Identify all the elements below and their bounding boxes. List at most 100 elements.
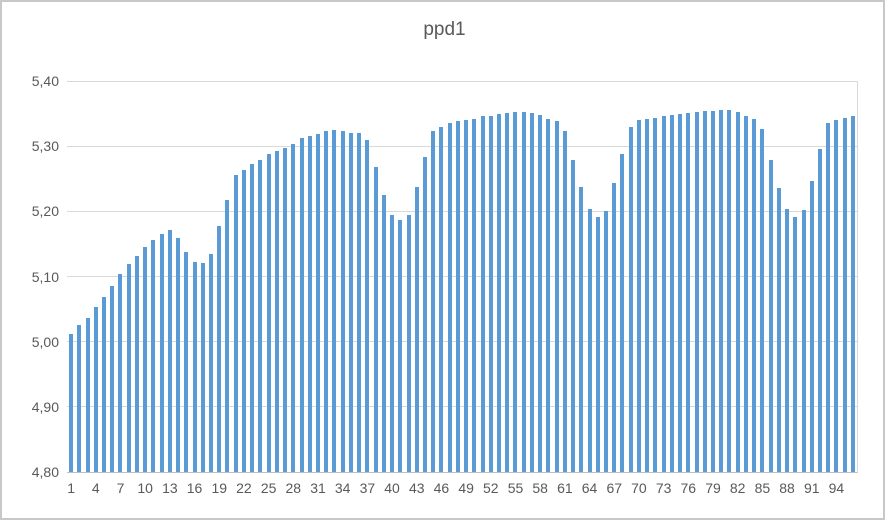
bar [686,112,691,472]
y-axis-label: 5,20 [31,203,59,220]
bar [850,116,855,472]
bar [743,116,748,472]
bar [760,128,765,472]
bar [538,114,543,472]
x-axis-label: 31 [310,480,326,496]
bar [834,120,839,472]
bar [464,120,469,472]
x-axis-label: 52 [483,480,499,496]
bar [390,214,395,472]
bar [620,154,625,472]
x-axis-label: 49 [458,480,474,496]
bar [604,210,608,472]
bar [439,126,444,472]
bar [628,126,633,472]
bar [776,187,781,472]
bar [710,110,715,472]
bar [217,226,222,472]
y-axis-label: 5,10 [31,268,59,285]
bar [102,296,107,472]
x-axis-label: 85 [754,480,771,496]
bar [110,285,115,472]
bar [826,123,831,472]
bar [505,112,510,472]
x-axis-label: 19 [211,480,228,496]
bar [176,238,181,472]
x-axis-label: 1 [67,480,75,496]
bar [447,123,452,472]
bar [817,148,822,472]
x-axis-label: 40 [384,480,400,496]
bar [562,130,567,472]
x-axis-label: 70 [631,480,647,496]
x-axis-label: 28 [285,480,302,496]
bar [661,116,666,472]
bar [546,118,551,472]
bar [134,255,139,472]
x-axis-label: 82 [729,480,746,496]
bar [488,115,493,472]
x-axis-label: 61 [557,480,573,496]
y-axis-label: 5,40 [31,73,59,89]
bar [472,118,477,472]
bar [200,263,205,472]
plot-area [67,80,858,473]
bar [192,262,197,472]
bar [184,251,189,472]
bar [768,159,773,472]
bar [118,273,123,472]
bar [69,333,74,472]
bar [159,233,164,472]
bar [167,229,172,472]
bar [612,183,617,472]
bar [332,129,337,472]
bar [414,187,419,472]
x-axis-label: 91 [803,480,820,496]
bar [241,170,246,472]
bar [529,112,534,472]
bar [209,254,213,472]
x-axis-label: 25 [260,480,277,496]
bar [77,324,82,472]
x-axis-label: 46 [433,480,450,496]
bar [653,118,658,472]
x-axis-label: 10 [137,480,153,496]
bar [126,264,131,472]
x-axis-label: 67 [606,480,623,496]
bar [587,209,592,472]
x-axis-label: 58 [532,480,548,496]
bar [398,220,403,472]
bar [258,159,263,472]
bar [307,136,312,472]
bar [406,214,411,472]
bar [422,156,427,472]
y-axis-label: 5,00 [31,333,59,350]
y-axis-label: 4,90 [31,398,59,415]
bar [785,208,790,472]
y-axis-label: 4,80 [31,464,59,480]
bar [373,167,378,472]
bar [719,110,724,472]
bar [793,216,798,472]
bar [291,143,296,472]
bar [455,121,460,472]
bar [554,121,559,472]
bar [636,120,641,472]
bar [595,216,600,472]
bar [250,163,255,472]
gridline [67,341,857,343]
x-axis-label: 13 [162,480,178,496]
bar [274,151,279,472]
x-axis-label: 7 [116,480,125,496]
bar [348,133,353,472]
x-axis-label: 16 [186,480,203,496]
bar [678,113,683,472]
x-axis-label: 43 [408,480,425,496]
bar [579,187,584,472]
x-axis-label: 73 [655,480,672,496]
gridline [67,276,857,277]
bar [752,119,757,472]
x-axis-label: 64 [581,480,598,496]
bar [694,112,699,472]
